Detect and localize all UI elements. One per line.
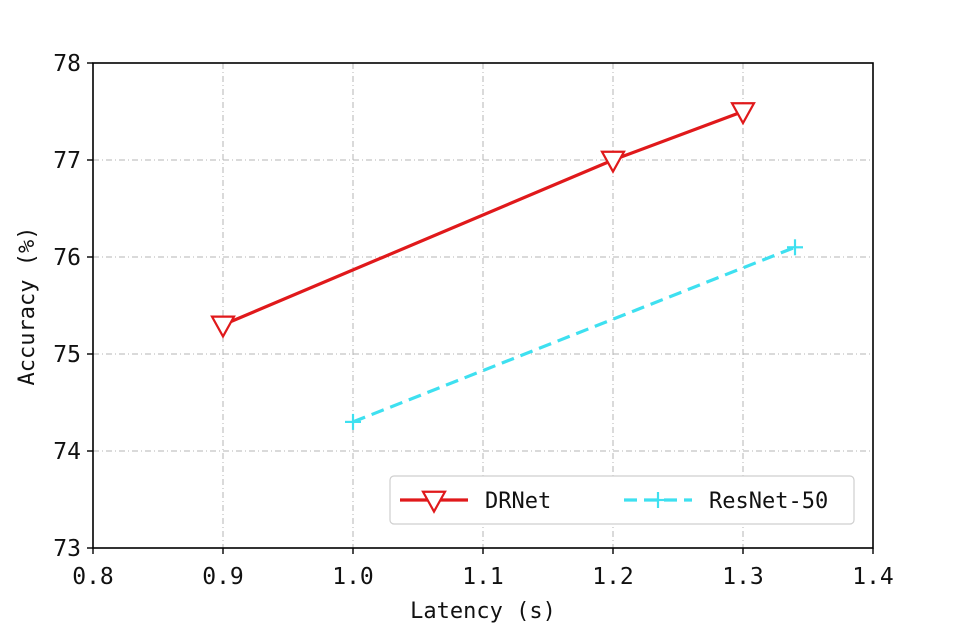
y-tick-label: 77 xyxy=(53,148,81,174)
axis-ticks: 0.8 0.9 1.0 1.1 1.2 1.3 1.4 73 74 75 76 77 78 xyxy=(53,51,893,590)
data-point-drnet xyxy=(210,315,236,339)
series-layer xyxy=(210,102,803,430)
x-tick-label: 1.4 xyxy=(852,564,894,590)
grid xyxy=(93,63,873,548)
x-tick-label: 1.3 xyxy=(722,564,764,590)
x-tick-label: 0.8 xyxy=(72,564,114,590)
legend-marker xyxy=(650,492,666,508)
data-point-drnet xyxy=(600,150,626,174)
y-axis-label: Accuracy (%) xyxy=(15,227,40,386)
data-point-resnet-50 xyxy=(345,413,361,430)
legend-box xyxy=(389,475,855,525)
legend: DRNet ResNet-50 xyxy=(389,475,855,525)
legend-item-drnet: DRNet xyxy=(400,489,551,514)
y-tick-label: 78 xyxy=(53,51,81,77)
x-tick-label: 1.0 xyxy=(332,564,374,590)
x-tick-label: 1.2 xyxy=(592,564,634,590)
data-point-resnet-50 xyxy=(787,239,803,256)
series-line-resnet-50 xyxy=(352,245,796,424)
x-tick-label: 1.1 xyxy=(462,564,504,590)
y-tick-label: 73 xyxy=(53,536,81,562)
y-tick-label: 76 xyxy=(53,245,81,271)
x-tick-label: 0.9 xyxy=(202,564,244,590)
y-tick-label: 74 xyxy=(53,439,81,465)
legend-label: ResNet-50 xyxy=(709,489,828,514)
legend-marker xyxy=(421,490,447,514)
y-tick-label: 75 xyxy=(53,342,81,368)
data-point-drnet xyxy=(730,102,756,126)
x-axis-label: Latency (s) xyxy=(410,599,556,624)
legend-label: DRNet xyxy=(485,489,551,514)
legend-item-resnet-50: ResNet-50 xyxy=(624,489,828,514)
